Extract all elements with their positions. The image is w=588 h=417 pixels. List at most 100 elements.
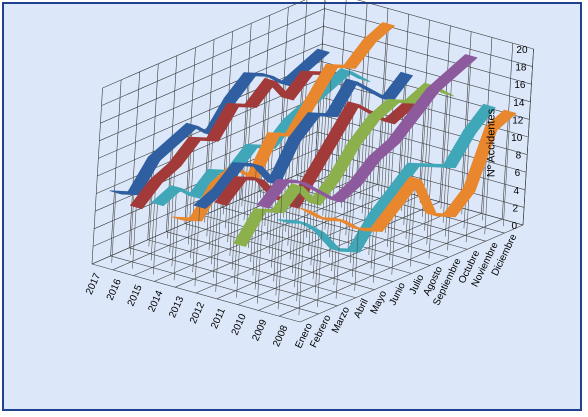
drop-line — [354, 229, 359, 291]
month-label: Mayo — [369, 289, 390, 316]
drop-line — [169, 164, 176, 253]
drop-line — [233, 178, 241, 284]
y-axis-title: Nº Accidentes — [485, 108, 497, 177]
ribbon-segment — [343, 39, 376, 69]
drop-line — [289, 206, 294, 260]
drop-line — [275, 180, 284, 296]
z-tick-label: 16 — [514, 80, 526, 91]
month-label: Marzo — [330, 305, 352, 335]
drop-line — [190, 196, 195, 259]
drop-line — [111, 192, 117, 263]
drop-line — [173, 218, 179, 281]
z-tick-label: 18 — [515, 63, 527, 74]
year-label: 2013 — [167, 294, 186, 319]
z-axis-line — [522, 48, 534, 226]
ribbon-segment — [340, 68, 371, 82]
ribbon-segment — [363, 22, 395, 43]
z-tick-label: 0 — [511, 221, 517, 232]
drop-line — [447, 215, 450, 251]
drop-line — [445, 166, 450, 237]
drop-line — [372, 229, 377, 283]
ribbon-segment — [484, 109, 517, 131]
drop-line — [291, 185, 298, 274]
year-label: 2011 — [209, 306, 228, 331]
ribbon-segment — [380, 71, 413, 102]
year-label: 2016 — [105, 277, 124, 302]
drop-line — [152, 204, 158, 275]
wall-gridline — [147, 63, 159, 240]
year-label: 2017 — [84, 271, 103, 296]
drop-line — [194, 206, 200, 287]
drop-line — [298, 209, 306, 316]
series-2008 — [298, 109, 517, 316]
drop-line — [312, 191, 319, 280]
drop-line — [215, 203, 222, 292]
wall-gridline — [128, 71, 141, 248]
drop-line — [345, 103, 354, 236]
wall-gridline — [501, 43, 514, 220]
drop-line — [368, 158, 375, 255]
floor-gridline — [129, 247, 338, 307]
ribbon-segment — [368, 139, 400, 161]
wall-gridline — [335, 0, 347, 173]
drop-line — [245, 146, 252, 235]
ribbon-segment — [298, 48, 330, 70]
z-tick-label: 14 — [513, 98, 525, 109]
series-2016 — [129, 70, 350, 269]
month-label: Junio — [388, 281, 409, 308]
drop-line — [352, 250, 355, 277]
drop-line — [335, 219, 342, 299]
drop-line — [132, 207, 137, 269]
drop-line — [192, 219, 197, 273]
drop-line — [296, 221, 302, 302]
floor-gridline — [147, 239, 356, 299]
z-tick-label: 4 — [514, 186, 520, 197]
year-label: 2015 — [126, 283, 145, 308]
floor-gridline — [203, 215, 412, 274]
drop-line — [294, 181, 302, 288]
drop-line — [171, 187, 177, 267]
floor-gridline — [184, 223, 393, 282]
ribbon-segment — [348, 115, 381, 146]
drop-line — [260, 74, 269, 199]
z-tick-label: 2 — [512, 203, 518, 214]
ribbon-segment — [463, 103, 496, 134]
series-2010 — [256, 54, 478, 304]
drop-line — [333, 249, 337, 286]
wall-gridline — [102, 0, 534, 89]
drop-line — [150, 181, 157, 261]
month-label: Abril — [352, 297, 371, 320]
z-tick-label: 8 — [516, 151, 522, 162]
series-2013 — [193, 71, 413, 287]
drop-line — [314, 231, 320, 294]
drop-line — [440, 94, 449, 209]
wall-gridline — [356, 2, 368, 179]
drop-line — [213, 189, 220, 278]
drop-line — [503, 111, 511, 227]
ribbon-segment — [443, 187, 476, 218]
drop-line — [410, 178, 416, 267]
z-tick-label: 12 — [512, 115, 524, 126]
wall-gridline — [439, 25, 451, 202]
wall-gridline — [110, 79, 122, 256]
ribbon-segment — [445, 54, 478, 75]
drop-line — [391, 204, 397, 275]
drop-line — [317, 218, 324, 307]
series-2009 — [277, 103, 496, 310]
floor-gridline — [166, 231, 375, 290]
drop-line — [331, 200, 337, 272]
drop-line — [347, 143, 355, 250]
floor-gridline — [91, 263, 301, 323]
year-label: 2010 — [230, 312, 249, 337]
z-tick-label: 20 — [516, 45, 528, 56]
year-label: 2009 — [250, 318, 269, 343]
z-tick-label: 10 — [511, 133, 523, 144]
drop-line — [273, 211, 279, 282]
drop-line — [256, 206, 264, 304]
floor-gridline — [110, 255, 319, 315]
year-label: 2012 — [188, 300, 207, 325]
year-label: 2008 — [271, 323, 290, 348]
z-tick-label: 6 — [515, 168, 521, 179]
wall-gridline — [91, 87, 103, 265]
